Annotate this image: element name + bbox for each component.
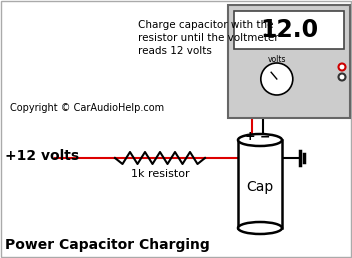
- Text: 12.0: 12.0: [260, 18, 318, 42]
- Circle shape: [339, 63, 346, 70]
- Text: −: −: [260, 131, 270, 143]
- Bar: [234, 11, 344, 49]
- Circle shape: [339, 74, 346, 80]
- Ellipse shape: [238, 134, 282, 146]
- Bar: [228, 5, 350, 118]
- Text: 1k resistor: 1k resistor: [131, 169, 189, 179]
- Text: Charge capacitor with the
resistor until the voltmeter
reads 12 volts: Charge capacitor with the resistor until…: [138, 20, 279, 57]
- Text: Power Capacitor Charging: Power Capacitor Charging: [5, 238, 210, 252]
- Text: +12 volts: +12 volts: [5, 149, 79, 163]
- Bar: [238, 140, 282, 228]
- Text: Cap: Cap: [246, 180, 274, 194]
- Text: volts: volts: [268, 54, 286, 63]
- Circle shape: [261, 63, 293, 95]
- Text: +: +: [245, 131, 255, 143]
- Ellipse shape: [238, 222, 282, 234]
- Text: Copyright © CarAudioHelp.com: Copyright © CarAudioHelp.com: [10, 103, 164, 113]
